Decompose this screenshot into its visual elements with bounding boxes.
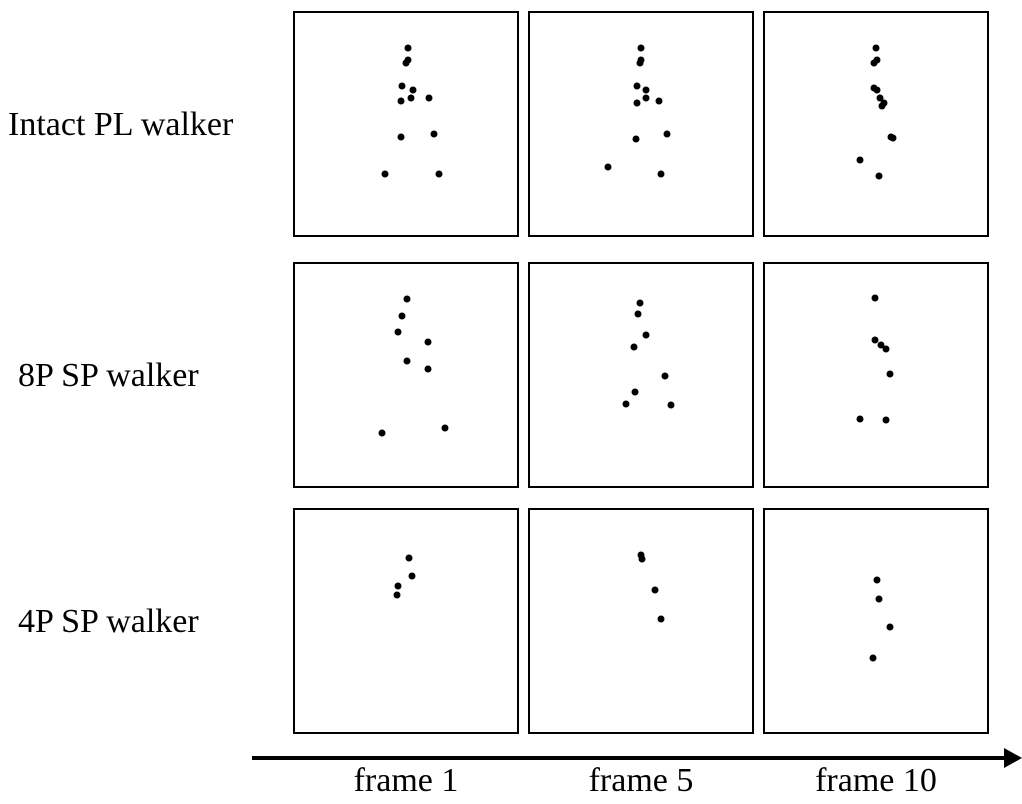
- panel-4p-sp-walker-frame-5: [528, 508, 754, 734]
- point-light-dot: [397, 97, 405, 105]
- time-axis-arrowhead: [1004, 748, 1022, 768]
- point-light-dot: [435, 170, 443, 178]
- point-light-dot: [663, 130, 671, 138]
- panel-intact-pl-walker-frame-5: [528, 11, 754, 237]
- point-light-dot: [381, 170, 389, 178]
- panel-intact-pl-walker-frame-10: [763, 11, 989, 237]
- point-light-dot: [873, 576, 881, 584]
- point-light-dot: [876, 94, 884, 102]
- point-light-dot: [604, 163, 612, 171]
- point-light-dot: [642, 86, 650, 94]
- point-light-dot: [856, 415, 864, 423]
- row-label-4p-sp-walker: 4P SP walker: [18, 603, 199, 640]
- point-light-dot: [622, 400, 630, 408]
- point-light-dot: [633, 99, 641, 107]
- panel-4p-sp-walker-frame-1: [293, 508, 519, 734]
- point-light-dot: [394, 328, 402, 336]
- point-light-dot: [870, 59, 878, 67]
- point-light-dot: [441, 424, 449, 432]
- point-light-dot: [403, 295, 411, 303]
- point-light-dot: [409, 86, 417, 94]
- panel-8p-sp-walker-frame-10: [763, 262, 989, 488]
- panel-8p-sp-walker-frame-5: [528, 262, 754, 488]
- row-label-8p-sp-walker: 8P SP walker: [18, 357, 199, 394]
- point-light-dot: [882, 345, 890, 353]
- point-light-dot: [404, 44, 412, 52]
- point-light-dot: [875, 595, 883, 603]
- point-light-dot: [638, 555, 646, 563]
- point-light-dot: [651, 586, 659, 594]
- point-light-dot: [634, 310, 642, 318]
- point-light-dot: [402, 59, 410, 67]
- point-light-dot: [886, 370, 894, 378]
- time-axis-arrow: [252, 748, 1022, 768]
- point-light-dot: [405, 554, 413, 562]
- panel-4p-sp-walker-frame-10: [763, 508, 989, 734]
- point-light-dot: [636, 299, 644, 307]
- point-light-dot: [630, 343, 638, 351]
- point-light-dot: [873, 86, 881, 94]
- point-light-dot: [424, 338, 432, 346]
- panel-8p-sp-walker-frame-1: [293, 262, 519, 488]
- point-light-dot: [657, 170, 665, 178]
- row-label-intact-pl-walker: Intact PL walker: [8, 106, 234, 143]
- point-light-dot: [875, 172, 883, 180]
- point-light-dot: [642, 331, 650, 339]
- point-light-dot: [403, 357, 411, 365]
- point-light-dot: [877, 341, 885, 349]
- point-light-dot: [378, 429, 386, 437]
- point-light-dot: [636, 59, 644, 67]
- point-light-dot: [871, 336, 879, 344]
- point-light-dot: [642, 94, 650, 102]
- point-light-dot: [424, 365, 432, 373]
- point-light-dot: [637, 44, 645, 52]
- point-light-dot: [657, 615, 665, 623]
- point-light-dot: [408, 572, 416, 580]
- frame-label-5: frame 5: [588, 762, 694, 799]
- frame-label-10: frame 10: [815, 762, 937, 799]
- point-light-dot: [878, 102, 886, 110]
- point-light-dot: [889, 134, 897, 142]
- point-light-dot: [872, 44, 880, 52]
- point-light-dot: [871, 294, 879, 302]
- frame-label-1: frame 1: [353, 762, 459, 799]
- point-light-dot: [886, 623, 894, 631]
- point-light-dot: [394, 582, 402, 590]
- point-light-dot: [397, 133, 405, 141]
- point-light-dot: [398, 82, 406, 90]
- point-light-dot: [631, 388, 639, 396]
- point-light-dot: [407, 94, 415, 102]
- point-light-dot: [425, 94, 433, 102]
- point-light-dot: [430, 130, 438, 138]
- point-light-dot: [661, 372, 669, 380]
- point-light-dot: [869, 654, 877, 662]
- point-light-dot: [398, 312, 406, 320]
- point-light-dot: [856, 156, 864, 164]
- point-light-dot: [632, 135, 640, 143]
- panel-intact-pl-walker-frame-1: [293, 11, 519, 237]
- point-light-dot: [633, 82, 641, 90]
- point-light-dot: [655, 97, 663, 105]
- point-light-dot: [393, 591, 401, 599]
- point-light-dot: [882, 416, 890, 424]
- point-light-dot: [667, 401, 675, 409]
- point-light-dot: [873, 56, 881, 64]
- point-light-dot: [637, 551, 645, 559]
